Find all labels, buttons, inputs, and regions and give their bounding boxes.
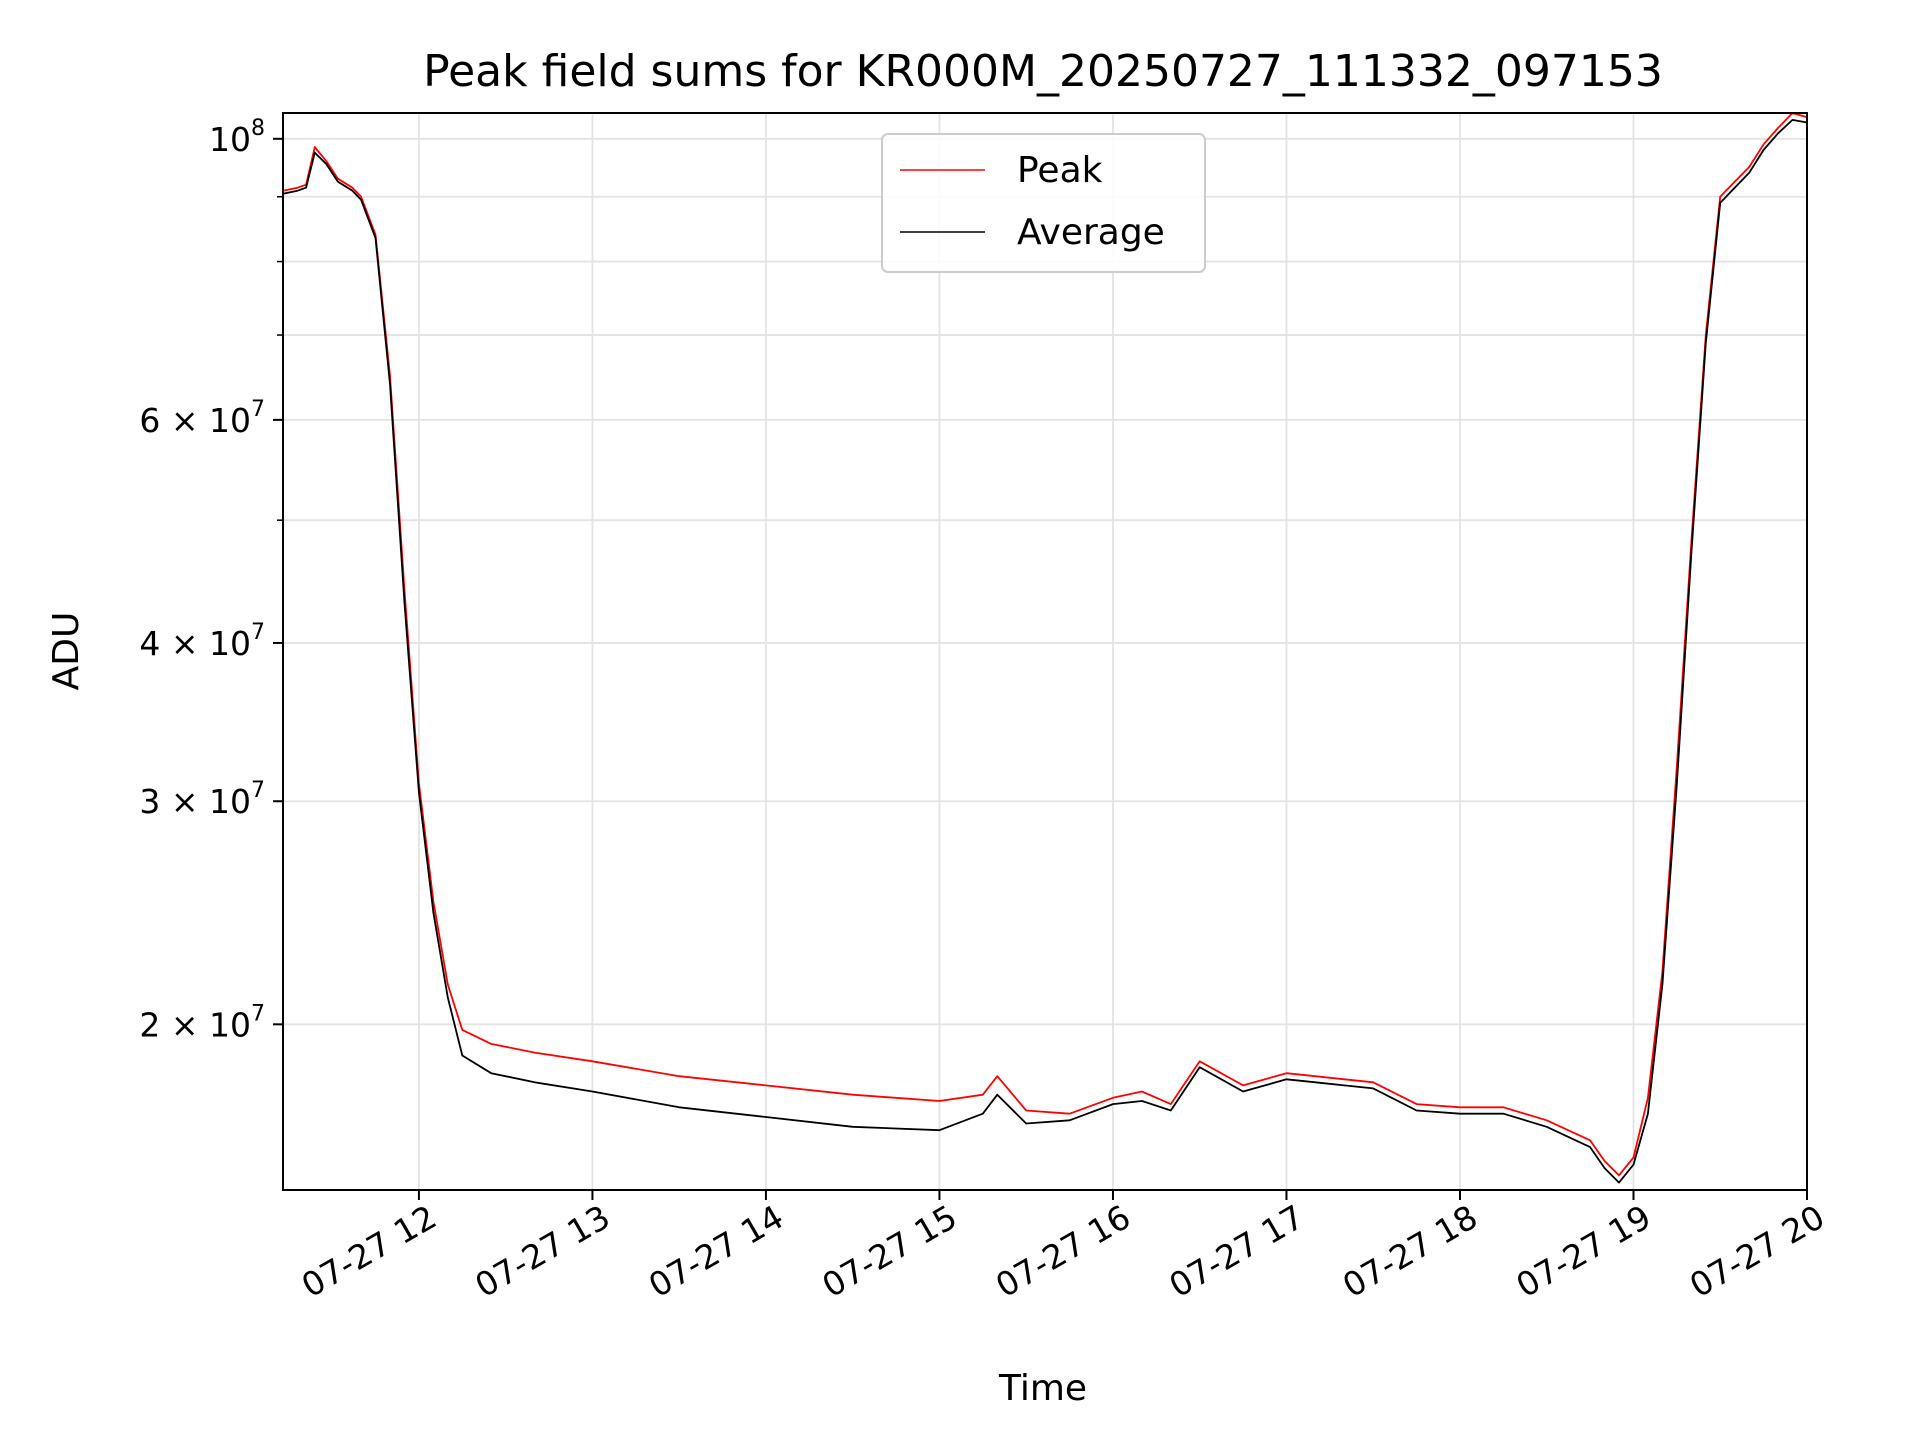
plot-frame (282, 112, 1808, 1191)
legend-box (881, 133, 1206, 273)
y-axis-label: ADU (46, 612, 87, 691)
legend-label-peak: Peak (1017, 150, 1103, 191)
y-tick-label: 3 × 107 (139, 778, 265, 821)
x-axis-label: Time (998, 1368, 1087, 1409)
chart-title: Peak field sums for KR000M_20250727_1113… (423, 46, 1663, 97)
legend-label-average: Average (1017, 212, 1165, 253)
series-layer (282, 112, 1808, 1184)
y-tick-label: 108 (209, 116, 265, 159)
legend: Peak Average (881, 133, 1206, 273)
y-tick-label: 6 × 107 (139, 397, 265, 440)
y-tick-label: 4 × 107 (139, 620, 265, 663)
series-line-average (282, 119, 1808, 1184)
y-tick-label: 2 × 107 (139, 1001, 265, 1044)
y-axis: 2 × 107 3 × 107 4 × 107 6 × 107 108 (139, 116, 283, 1044)
